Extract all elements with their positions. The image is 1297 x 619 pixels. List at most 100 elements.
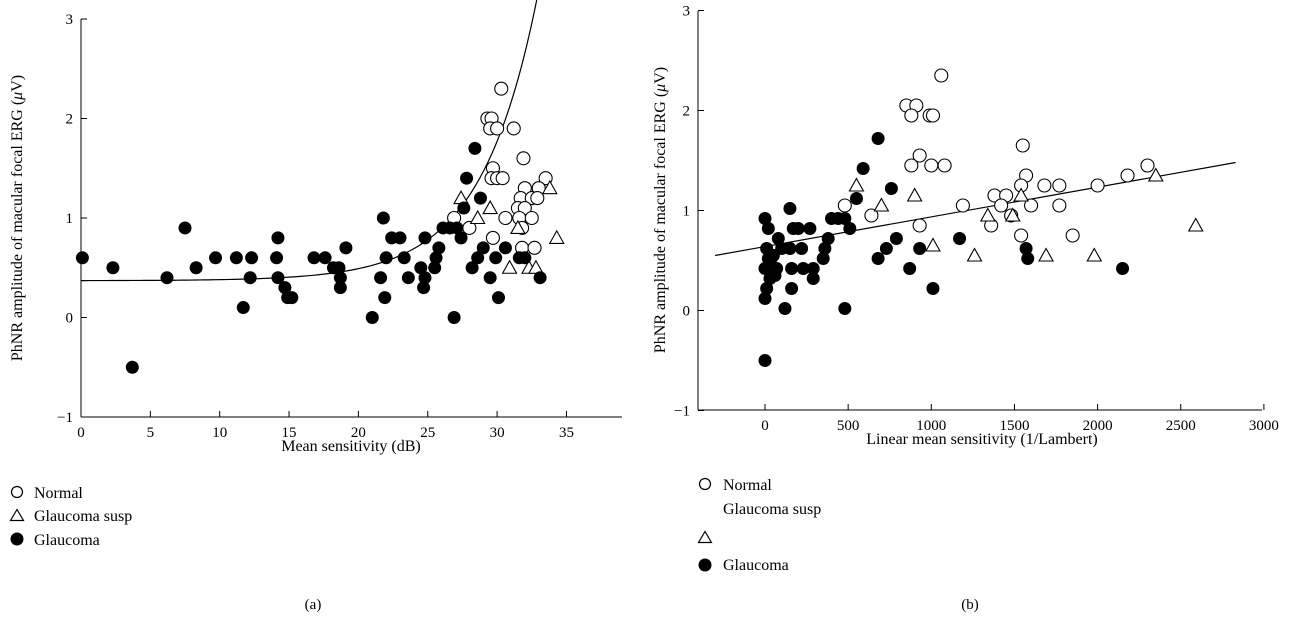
point-glaucoma bbox=[417, 281, 431, 295]
point-glaucoma-susp bbox=[1004, 207, 1021, 222]
fit-curve-layer bbox=[80, 0, 538, 282]
y-axis-label-unit-mu: μ bbox=[9, 92, 26, 101]
point-normal bbox=[904, 158, 919, 173]
point-glaucoma bbox=[429, 251, 443, 265]
x-tick-label: 10 bbox=[212, 425, 227, 441]
point-normal bbox=[506, 121, 521, 136]
point-glaucoma bbox=[518, 251, 532, 265]
point-glaucoma bbox=[454, 231, 468, 245]
point-glaucoma bbox=[821, 232, 835, 245]
panel-b: 0 500 1000 1500 2000 2500 3000 −1 0 1 2 3 Linear me… bbox=[652, 4, 1279, 614]
point-glaucoma-susp bbox=[873, 197, 890, 212]
point-glaucoma bbox=[791, 222, 805, 235]
legend-marker-glaucoma-susp bbox=[9, 508, 25, 522]
x-tick-label: 1000 bbox=[916, 418, 946, 434]
point-glaucoma bbox=[785, 282, 799, 295]
point-glaucoma-susp bbox=[906, 187, 923, 202]
panel-label-a: (a) bbox=[305, 597, 322, 613]
point-glaucoma bbox=[771, 232, 785, 245]
x-tick-label: 30 bbox=[490, 425, 505, 441]
point-glaucoma-susp bbox=[509, 219, 526, 234]
point-normal bbox=[864, 208, 879, 223]
legend-marker-normal bbox=[10, 485, 24, 499]
point-normal bbox=[837, 198, 852, 213]
point-glaucoma bbox=[1019, 242, 1033, 255]
point-glaucoma bbox=[125, 360, 139, 374]
point-glaucoma-susp bbox=[979, 207, 996, 222]
point-normal bbox=[490, 121, 505, 136]
point-glaucoma-susp bbox=[1086, 247, 1103, 262]
point-glaucoma bbox=[761, 222, 775, 235]
y-axis-label-text: PhNR amplitude of macular focal ERG ( bbox=[9, 100, 26, 361]
tick-layer: 0 500 1000 1500 2000 2500 3000 −1 0 1 2 3 bbox=[674, 4, 1279, 435]
point-normal bbox=[912, 148, 927, 163]
point-glaucoma bbox=[379, 251, 393, 265]
point-glaucoma bbox=[849, 192, 863, 205]
point-glaucoma bbox=[209, 251, 223, 265]
point-glaucoma bbox=[491, 291, 505, 305]
point-glaucoma-susp bbox=[1013, 187, 1030, 202]
point-glaucoma-susp bbox=[925, 237, 941, 252]
point-normal bbox=[527, 240, 542, 255]
point-glaucoma bbox=[498, 241, 512, 255]
y-tick-label: 2 bbox=[66, 112, 74, 128]
point-glaucoma bbox=[806, 262, 820, 275]
point-glaucoma-susp bbox=[482, 199, 499, 215]
point-glaucoma-susp bbox=[1147, 167, 1164, 182]
y-axis-label: PhNR amplitude of macular focal ERG (μV) bbox=[9, 75, 26, 361]
point-glaucoma bbox=[838, 302, 852, 315]
point-glaucoma bbox=[1021, 252, 1035, 265]
point-glaucoma bbox=[489, 251, 503, 265]
point-glaucoma bbox=[473, 191, 487, 205]
point-glaucoma bbox=[843, 222, 857, 235]
point-glaucoma bbox=[75, 251, 89, 265]
x-axis-label: Mean sensitivity (dB) bbox=[281, 438, 421, 455]
point-normal bbox=[925, 108, 941, 123]
point-glaucoma-susp bbox=[469, 209, 486, 225]
point-glaucoma bbox=[871, 132, 885, 145]
point-glaucoma bbox=[106, 261, 120, 275]
point-glaucoma bbox=[401, 271, 415, 285]
point-normal bbox=[1090, 178, 1105, 193]
point-glaucoma bbox=[160, 271, 174, 285]
y-tick-label: −1 bbox=[674, 404, 690, 420]
point-normal bbox=[1120, 168, 1135, 183]
legend-marker-normal bbox=[698, 477, 712, 491]
point-glaucoma bbox=[450, 221, 464, 235]
data-points-layer bbox=[75, 81, 565, 374]
point-glaucoma bbox=[879, 242, 893, 255]
x-tick-label: 20 bbox=[351, 425, 366, 441]
point-glaucoma-susp bbox=[848, 177, 865, 192]
x-tick-label: 0 bbox=[77, 425, 85, 441]
y-tick-label: 0 bbox=[66, 311, 74, 327]
point-normal bbox=[924, 158, 939, 173]
point-glaucoma bbox=[816, 252, 830, 265]
y-axis-label-text: PhNR amplitude of macular focal ERG ( bbox=[652, 92, 669, 353]
x-tick-label: 35 bbox=[559, 425, 574, 441]
legend-label-normal: Normal bbox=[34, 485, 83, 502]
point-glaucoma bbox=[432, 241, 446, 255]
point-glaucoma bbox=[533, 271, 547, 285]
point-glaucoma bbox=[332, 261, 346, 275]
point-glaucoma bbox=[806, 272, 820, 285]
point-glaucoma bbox=[374, 271, 388, 285]
point-glaucoma bbox=[236, 301, 250, 315]
point-normal bbox=[904, 108, 919, 123]
point-glaucoma bbox=[243, 271, 257, 285]
point-glaucoma bbox=[397, 251, 411, 265]
point-glaucoma bbox=[465, 261, 479, 275]
point-normal bbox=[994, 198, 1009, 213]
x-tick-label: 500 bbox=[837, 418, 860, 434]
point-normal bbox=[494, 81, 509, 96]
legend: Normal Glaucoma susp Glaucoma bbox=[9, 485, 132, 549]
point-glaucoma bbox=[476, 241, 490, 255]
y-tick-label: 1 bbox=[683, 204, 691, 220]
point-glaucoma bbox=[818, 242, 832, 255]
y-tick-label: 3 bbox=[683, 4, 691, 20]
point-normal bbox=[530, 191, 545, 206]
point-glaucoma bbox=[783, 242, 797, 255]
point-glaucoma bbox=[418, 271, 432, 285]
point-glaucoma bbox=[271, 271, 285, 285]
point-glaucoma bbox=[483, 271, 497, 285]
